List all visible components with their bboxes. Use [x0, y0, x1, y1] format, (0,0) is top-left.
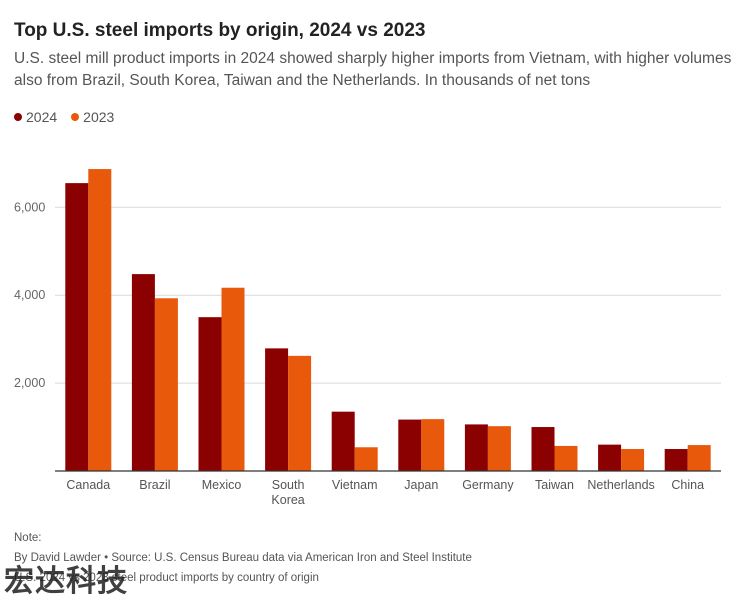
note-heading: Note:	[14, 532, 42, 544]
y-tick-label: 6,000	[14, 200, 45, 214]
x-tick-label-line: Germany	[462, 478, 514, 492]
y-tick-label: 4,000	[14, 288, 45, 302]
bar-2023-china	[687, 445, 711, 471]
x-tick-label: China	[671, 478, 704, 492]
bar-2023-germany	[487, 426, 511, 471]
x-tick-label: Germany	[462, 478, 514, 492]
x-tick-label-line: Canada	[66, 478, 110, 492]
bar-2024-mexico	[198, 317, 222, 471]
legend-item-2024: 2024	[14, 109, 57, 125]
bar-2023-netherlands	[621, 449, 645, 471]
bar-2024-south-korea	[265, 348, 289, 471]
bar-2023-japan	[421, 419, 445, 471]
x-tick-label-line: Korea	[271, 493, 304, 507]
bar-2024-japan	[398, 419, 422, 471]
bar-2023-mexico	[221, 287, 245, 471]
bar-2023-brazil	[154, 298, 178, 471]
bar-2024-brazil	[131, 274, 155, 471]
x-tick-label-line: Taiwan	[535, 478, 574, 492]
x-tick-label: Netherlands	[587, 478, 654, 492]
x-tick-label: Taiwan	[535, 478, 574, 492]
x-tick-label: Canada	[66, 478, 110, 492]
x-tick-label: South Korea	[271, 478, 304, 507]
x-tick-label-line: China	[671, 478, 704, 492]
x-tick-label: Vietnam	[332, 478, 378, 492]
watermark: 宏达科技	[4, 565, 128, 598]
x-tick-label-line: Brazil	[139, 478, 170, 492]
bar-2024-vietnam	[331, 411, 355, 471]
bar-2024-canada	[65, 183, 89, 471]
bar-2024-netherlands	[598, 444, 622, 471]
notes: Note: By David Lawder • Source: U.S. Cen…	[14, 528, 472, 588]
bar-2023-canada	[88, 169, 112, 471]
chart-subtitle: U.S. steel mill product imports in 2024 …	[14, 50, 732, 89]
legend-item-2023: 2023	[71, 109, 114, 125]
x-tick-label-line: South	[272, 478, 305, 492]
byline: By David Lawder • Source: U.S. Census Bu…	[14, 552, 472, 564]
x-tick-label-line: Netherlands	[587, 478, 654, 492]
x-tick-label: Mexico	[202, 478, 242, 492]
legend-swatch-2023	[71, 113, 80, 121]
x-tick-label-line: Vietnam	[332, 478, 378, 492]
y-tick-label: 2,000	[14, 376, 45, 390]
chart-caption: U.S. 2024 vs 2023 steel product imports …	[14, 572, 319, 584]
legend-label-2023: 2023	[83, 109, 115, 125]
chart-title: Top U.S. steel imports by origin, 2024 v…	[14, 20, 426, 41]
bar-2023-south-korea	[288, 355, 312, 471]
x-tick-label-line: Japan	[404, 478, 438, 492]
x-tick-label: Brazil	[139, 478, 170, 492]
bar-2023-vietnam	[354, 447, 378, 471]
bar-2024-taiwan	[531, 427, 555, 471]
bar-chart: 2,000 4,000 6,000 Canada Brazil Mexico South Ko…	[14, 169, 721, 507]
x-tick-label: Japan	[404, 478, 438, 492]
bar-2023-taiwan	[554, 445, 578, 471]
legend: 2024 2023	[14, 109, 114, 125]
legend-swatch-2024	[14, 113, 22, 121]
bar-2024-germany	[464, 424, 488, 471]
bar-2024-china	[664, 449, 688, 471]
x-tick-label-line: Mexico	[202, 478, 242, 492]
legend-label-2024: 2024	[26, 109, 58, 125]
